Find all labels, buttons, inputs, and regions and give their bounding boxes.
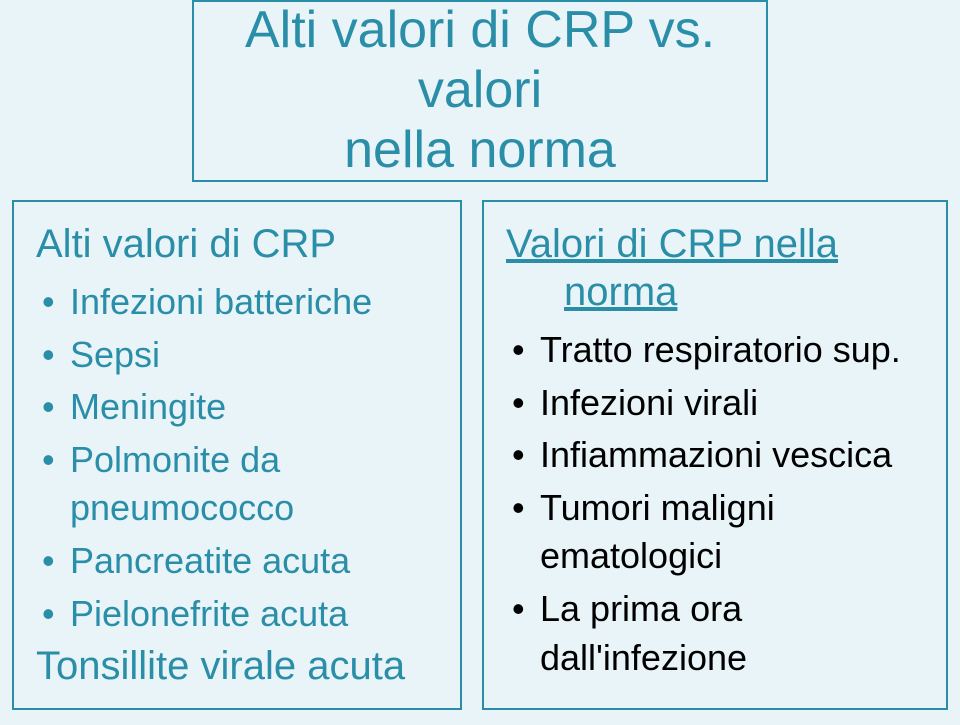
right-heading: Valori di CRP nella norma xyxy=(506,220,924,316)
list-item: Pancreatite acuta xyxy=(36,537,438,586)
title-line-3: nella norma xyxy=(344,121,616,179)
list-item: Infiammazioni vescica xyxy=(506,431,924,480)
title-line-2: valori xyxy=(418,61,542,119)
right-panel: Valori di CRP nella norma Tratto respira… xyxy=(482,200,948,710)
left-list: Infezioni batteriche Sepsi Meningite Pol… xyxy=(36,278,438,638)
left-closing: Tonsillite virale acuta xyxy=(36,642,438,690)
list-item: Infezioni virali xyxy=(506,379,924,428)
left-panel: Alti valori di CRP Infezioni batteriche … xyxy=(12,200,462,710)
right-heading-line-1: Valori di CRP nella xyxy=(506,222,838,266)
list-item: Tratto respiratorio sup. xyxy=(506,326,924,375)
right-list: Tratto respiratorio sup. Infezioni viral… xyxy=(506,326,924,682)
title-box: Alti valori di CRP vs. valori nella norm… xyxy=(192,0,768,182)
list-item: Sepsi xyxy=(36,331,438,380)
title-line-1: Alti valori di CRP vs. xyxy=(245,1,715,59)
list-item: Pielonefrite acuta xyxy=(36,590,438,639)
right-heading-line-2: norma xyxy=(506,268,924,316)
list-item: Tumori maligni ematologici xyxy=(506,484,924,581)
list-item: Infezioni batteriche xyxy=(36,278,438,327)
list-item: Polmonite da pneumococco xyxy=(36,436,438,533)
list-item: La prima ora dall'infezione xyxy=(506,585,924,682)
list-item: Meningite xyxy=(36,383,438,432)
left-heading: Alti valori di CRP xyxy=(36,220,438,268)
slide-title: Alti valori di CRP vs. valori nella norm… xyxy=(245,1,715,180)
